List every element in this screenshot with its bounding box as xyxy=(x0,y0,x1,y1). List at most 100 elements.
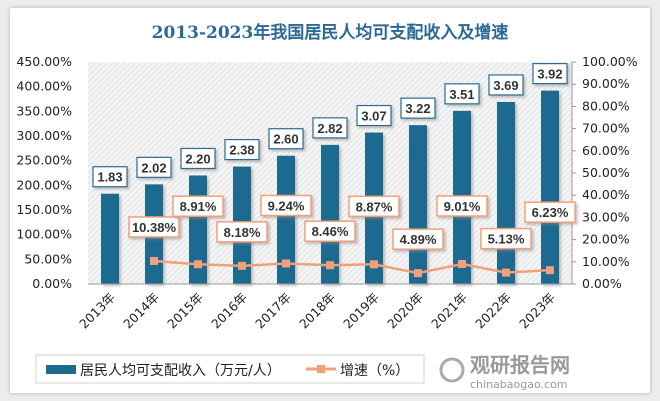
left-axis-tick-label: 100.00% xyxy=(16,227,72,242)
line-data-label: 10.38% xyxy=(132,220,177,235)
line-data-label: 8.18% xyxy=(224,225,261,240)
bar-data-label: 2.60 xyxy=(273,132,298,147)
line-data-label: 8.46% xyxy=(312,224,349,239)
left-axis-tick-label: 50.00% xyxy=(24,251,72,266)
income-bar xyxy=(497,101,515,285)
right-axis-tick-label: 70.00% xyxy=(582,121,630,136)
left-axis-tick-label: 0.00% xyxy=(32,276,72,291)
left-axis-tick-label: 400.00% xyxy=(16,79,72,94)
right-axis-tick-label: 50.00% xyxy=(582,165,630,180)
bar-data-label: 3.22 xyxy=(405,101,430,116)
watermark-url: chinabaogao.com xyxy=(470,378,568,391)
bar-label-box xyxy=(224,138,260,161)
x-axis-tick-label: 2017年 xyxy=(252,290,294,332)
right-axis-tick-label: 100.00% xyxy=(582,54,638,69)
x-axis-tick-label: 2018年 xyxy=(296,290,338,332)
x-axis-tick-label: 2022年 xyxy=(472,290,514,332)
income-bar xyxy=(409,125,427,284)
x-axis-tick-label: 2013年 xyxy=(76,290,118,332)
left-axis-tick-label: 300.00% xyxy=(16,128,72,143)
bar-label-box xyxy=(92,166,128,188)
bar-label-box xyxy=(356,104,392,127)
x-axis-tick-label: 2021年 xyxy=(428,290,470,332)
line-label-box xyxy=(128,216,180,238)
bar-data-label: 3.92 xyxy=(537,67,562,82)
watermark-brand: 观研报告网 xyxy=(470,353,570,377)
bar-data-label: 1.83 xyxy=(97,170,122,185)
growth-marker xyxy=(194,260,202,269)
left-axis-tick-label: 450.00% xyxy=(16,54,72,69)
income-bar xyxy=(541,90,559,284)
left-axis-tick-label: 200.00% xyxy=(16,177,72,192)
right-axis-tick-label: 90.00% xyxy=(582,76,630,91)
watermark: 观研报告网 chinabaogao.com xyxy=(439,353,570,391)
income-bar xyxy=(321,144,339,284)
x-axis-tick-label: 2023年 xyxy=(516,290,558,332)
right-axis-tick-label: 0.00% xyxy=(582,276,622,291)
growth-marker xyxy=(546,266,554,275)
x-axis-tick-label: 2016年 xyxy=(208,290,250,332)
watermark-logo-icon xyxy=(439,357,465,383)
income-bar xyxy=(277,155,295,284)
x-axis-tick-label: 2019年 xyxy=(340,290,382,332)
line-data-label: 8.91% xyxy=(180,199,217,214)
income-bar xyxy=(101,193,119,284)
line-data-label: 6.23% xyxy=(532,205,569,220)
right-axis-tick-label: 60.00% xyxy=(582,143,630,158)
growth-marker xyxy=(238,261,246,270)
left-axis-tick-label: 350.00% xyxy=(16,103,72,118)
line-data-label: 4.89% xyxy=(400,232,437,247)
right-axis-tick-label: 40.00% xyxy=(582,187,630,202)
growth-marker xyxy=(282,259,290,268)
bar-data-label: 3.07 xyxy=(361,109,386,124)
right-axis-tick-label: 10.00% xyxy=(582,254,630,269)
x-axis-tick-label: 2015年 xyxy=(164,290,206,332)
line-label-box xyxy=(216,221,268,243)
bar-data-label: 2.02 xyxy=(141,160,166,175)
growth-marker xyxy=(414,269,422,278)
x-axis-tick-label: 2014年 xyxy=(120,290,162,332)
bar-label-box xyxy=(180,147,216,170)
bar-data-label: 2.38 xyxy=(229,143,254,158)
right-axis-tick-label: 20.00% xyxy=(582,232,630,247)
legend-line-label: 增速（%） xyxy=(340,363,409,379)
chart-title: 2013-2023年我国居民人均可支配收入及增速 xyxy=(152,22,509,43)
line-label-box xyxy=(480,227,532,250)
line-data-label: 5.13% xyxy=(488,232,525,247)
bar-label-box xyxy=(444,83,480,105)
x-axis-tick-label: 2020年 xyxy=(384,290,426,332)
bar-data-label: 2.20 xyxy=(185,151,210,166)
legend-bar-swatch xyxy=(46,365,76,374)
line-data-label: 8.87% xyxy=(356,199,393,214)
bar-label-box xyxy=(532,63,568,85)
right-axis-tick-label: 80.00% xyxy=(582,98,630,113)
line-label-box xyxy=(348,195,400,218)
bar-label-box xyxy=(268,128,304,150)
legend: 居民人均可支配收入（万元/人） 增速（%） xyxy=(35,354,425,384)
left-axis-tick-label: 150.00% xyxy=(16,202,72,217)
legend-bar-label: 居民人均可支配收入（万元/人） xyxy=(80,363,281,379)
line-label-box xyxy=(304,220,356,242)
growth-marker xyxy=(326,261,334,270)
bar-label-box xyxy=(312,117,348,139)
bar-data-label: 3.51 xyxy=(449,87,474,102)
bar-data-label: 2.82 xyxy=(317,121,342,136)
growth-marker xyxy=(458,259,466,268)
growth-marker xyxy=(150,256,158,265)
line-label-box xyxy=(524,201,576,223)
bar-label-box xyxy=(488,74,524,96)
right-axis-tick-label: 30.00% xyxy=(582,209,630,224)
line-data-label: 9.01% xyxy=(444,199,481,214)
growth-marker xyxy=(502,268,510,277)
line-data-label: 9.24% xyxy=(268,198,305,213)
line-label-box xyxy=(392,228,444,250)
line-label-box xyxy=(260,194,312,217)
left-axis-tick-label: 250.00% xyxy=(16,153,72,168)
bar-label-box xyxy=(136,156,172,178)
bar-label-box xyxy=(400,97,436,119)
growth-marker xyxy=(370,260,378,269)
growth-line xyxy=(153,259,551,275)
line-label-box xyxy=(436,195,488,217)
bar-data-label: 3.69 xyxy=(493,78,518,93)
